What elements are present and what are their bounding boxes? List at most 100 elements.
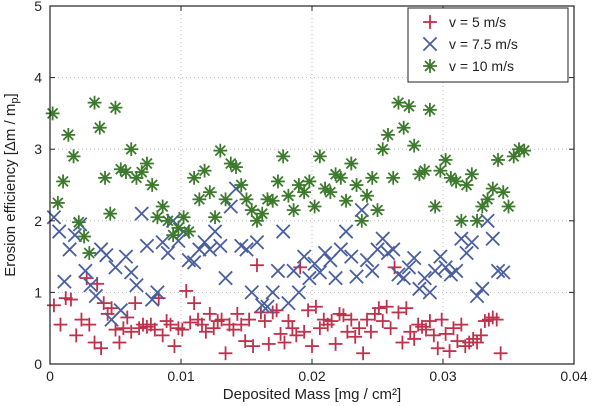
- data-point-series-1: [430, 341, 445, 356]
- data-point-series-1: [96, 296, 111, 311]
- data-point-series-1: [269, 303, 284, 318]
- x-tick-label: 0.04: [560, 368, 587, 384]
- data-point-series-3: [428, 199, 443, 214]
- data-point-series-1: [226, 322, 241, 337]
- data-point-series-1: [348, 329, 363, 344]
- data-point-series-3: [433, 163, 448, 178]
- y-tick-label: 3: [34, 141, 42, 157]
- data-point-series-2: [370, 242, 385, 257]
- data-point-series-3: [108, 100, 123, 115]
- data-point-series-1: [324, 314, 339, 328]
- legend-marker-series-3: [423, 59, 437, 73]
- data-point-series-2: [207, 224, 223, 239]
- y-tick-label: 0: [34, 356, 42, 372]
- data-point-series-1: [391, 305, 406, 320]
- data-point-series-3: [506, 149, 521, 164]
- data-point-series-3: [213, 143, 228, 158]
- data-point-series-2: [464, 235, 480, 250]
- data-point-series-3: [61, 127, 76, 142]
- data-point-series-3: [82, 246, 97, 260]
- data-point-series-1: [426, 328, 441, 343]
- data-point-series-2: [459, 245, 474, 261]
- data-point-series-2: [385, 242, 401, 257]
- data-point-series-1: [53, 317, 68, 332]
- data-point-series-2: [144, 292, 160, 307]
- data-point-series-2: [422, 285, 438, 300]
- data-point-series-1: [167, 339, 182, 354]
- data-point-series-3: [98, 170, 112, 185]
- data-point-series-1: [198, 324, 213, 339]
- data-point-series-3: [124, 142, 139, 157]
- data-point-series-3: [71, 215, 86, 230]
- data-point-series-2: [213, 238, 228, 254]
- data-point-series-3: [271, 174, 285, 189]
- data-point-series-3: [140, 156, 154, 171]
- data-point-series-1: [328, 337, 343, 351]
- data-point-series-1: [64, 292, 78, 307]
- data-point-series-3: [475, 199, 490, 214]
- data-point-series-3: [459, 178, 474, 192]
- data-point-series-2: [134, 206, 149, 221]
- data-point-series-2: [480, 213, 495, 229]
- data-point-series-2: [338, 224, 354, 239]
- data-point-series-2: [88, 288, 104, 304]
- data-point-series-2: [129, 277, 144, 293]
- data-point-series-1: [58, 291, 73, 306]
- data-point-series-3: [422, 102, 437, 117]
- data-point-series-3: [360, 188, 374, 203]
- data-point-series-3: [344, 156, 359, 171]
- data-point-series-1: [434, 312, 449, 327]
- y-axis-label: Erosion efficiency [Δm / mp]: [2, 93, 21, 276]
- data-point-series-1: [375, 314, 390, 328]
- data-point-series-1: [281, 314, 296, 328]
- data-point-series-1: [202, 306, 217, 321]
- data-point-series-3: [370, 203, 385, 217]
- data-point-series-3: [103, 206, 118, 221]
- data-point-series-2: [118, 249, 134, 264]
- data-point-series-1: [124, 324, 139, 339]
- data-point-series-2: [312, 265, 328, 280]
- data-point-series-1: [489, 312, 504, 327]
- data-point-series-3: [375, 142, 390, 157]
- data-point-series-2: [296, 249, 312, 264]
- data-point-series-3: [501, 199, 516, 214]
- data-point-series-1: [352, 321, 367, 336]
- data-point-series-3: [187, 170, 202, 185]
- data-point-series-1: [179, 284, 194, 298]
- data-point-series-2: [302, 270, 317, 286]
- data-point-series-3: [250, 213, 264, 228]
- data-point-series-2: [186, 255, 202, 270]
- data-point-series-1: [399, 301, 414, 316]
- data-point-series-3: [176, 210, 191, 225]
- data-point-series-3: [155, 199, 170, 214]
- data-point-series-1: [87, 335, 102, 350]
- data-point-series-3: [166, 228, 181, 243]
- y-tick-label: 4: [34, 70, 42, 86]
- data-point-series-1: [163, 317, 178, 332]
- data-point-series-1: [289, 328, 304, 343]
- data-point-series-2: [344, 249, 359, 264]
- data-point-series-1: [147, 322, 162, 337]
- data-point-series-1: [493, 346, 508, 361]
- data-point-series-2: [83, 277, 98, 293]
- data-point-series-3: [77, 229, 91, 244]
- data-point-series-2: [192, 242, 207, 257]
- data-point-series-1: [277, 335, 292, 350]
- data-point-series-3: [517, 143, 532, 158]
- x-axis-label: Deposited Mass [mg / cm²]: [223, 386, 401, 403]
- data-point-series-2: [254, 298, 270, 313]
- data-point-series-1: [230, 306, 245, 321]
- data-point-series-3: [56, 174, 70, 189]
- data-point-series-3: [150, 210, 165, 225]
- data-point-series-2: [51, 224, 67, 239]
- data-point-series-1: [407, 332, 422, 346]
- data-point-series-3: [255, 206, 270, 221]
- data-point-series-2: [364, 263, 380, 279]
- data-point-series-3: [464, 167, 479, 182]
- data-point-series-1: [261, 337, 276, 351]
- data-point-series-3: [234, 178, 249, 192]
- data-point-series-3: [349, 178, 364, 192]
- data-point-series-2: [417, 270, 432, 286]
- x-axis-ticks: 0 0.01 0.02 0.03 0.04: [46, 6, 588, 384]
- data-point-series-1: [246, 339, 260, 354]
